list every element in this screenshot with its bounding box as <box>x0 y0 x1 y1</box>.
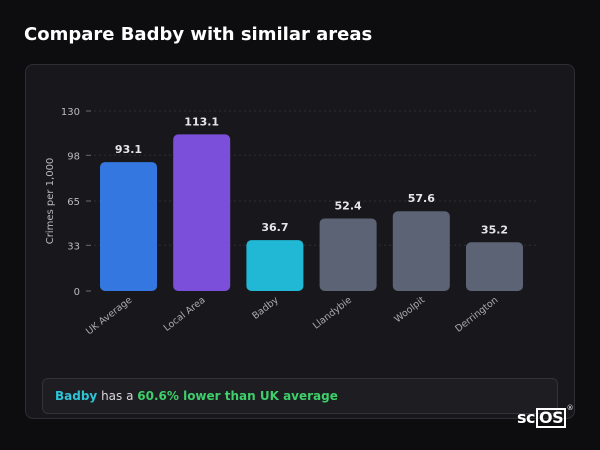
scos-logo: sc OS ® <box>517 404 574 428</box>
y-tick-label: 33 <box>67 241 80 252</box>
bar-uk-average <box>100 162 157 291</box>
summary-place: Badby <box>55 389 98 403</box>
bar-woolpit <box>392 211 450 291</box>
x-tick-label: Local Area <box>162 295 208 334</box>
x-tick-label: Llandybie <box>311 295 354 332</box>
y-tick-label: 98 <box>67 151 80 162</box>
summary-text: has a <box>97 389 138 403</box>
bar-value-label: 35.2 <box>481 223 508 236</box>
bar-badby <box>246 240 304 291</box>
y-axis-label: Crimes per 1,000 <box>45 158 56 245</box>
x-tick-label: Derrington <box>453 295 500 335</box>
chart-card: 0 33 65 98 130 Crimes per 1,000 93.1 UK Average… <box>25 64 575 419</box>
y-tick-label: 65 <box>67 197 80 208</box>
x-tick-label: UK Average <box>84 295 134 338</box>
summary-box: Badby has a 60.6% lower than UK average <box>42 378 558 414</box>
bar-value-label: 52.4 <box>335 199 362 212</box>
y-tick-label: 130 <box>61 107 80 118</box>
bar-value-label: 57.6 <box>408 192 435 205</box>
bar-value-label: 93.1 <box>115 143 142 156</box>
logo-prefix: sc <box>517 408 536 427</box>
bar-derrington <box>466 242 523 291</box>
logo-boxed: OS <box>536 408 567 428</box>
bar-local-area <box>173 134 231 291</box>
page-title: Compare Badby with similar areas <box>24 24 373 45</box>
summary-stat: 60.6% lower than UK average <box>137 389 338 403</box>
bar-chart: 0 33 65 98 130 Crimes per 1,000 93.1 UK Average… <box>45 107 536 338</box>
x-tick-label: Woolpit <box>392 295 427 326</box>
bar-value-label: 113.1 <box>184 115 219 128</box>
x-tick-label: Badby <box>250 294 281 321</box>
logo-registered-mark: ® <box>566 404 574 412</box>
y-tick-label: 0 <box>74 287 80 298</box>
bar-value-label: 36.7 <box>261 221 288 234</box>
bar-llandybie <box>319 218 377 291</box>
